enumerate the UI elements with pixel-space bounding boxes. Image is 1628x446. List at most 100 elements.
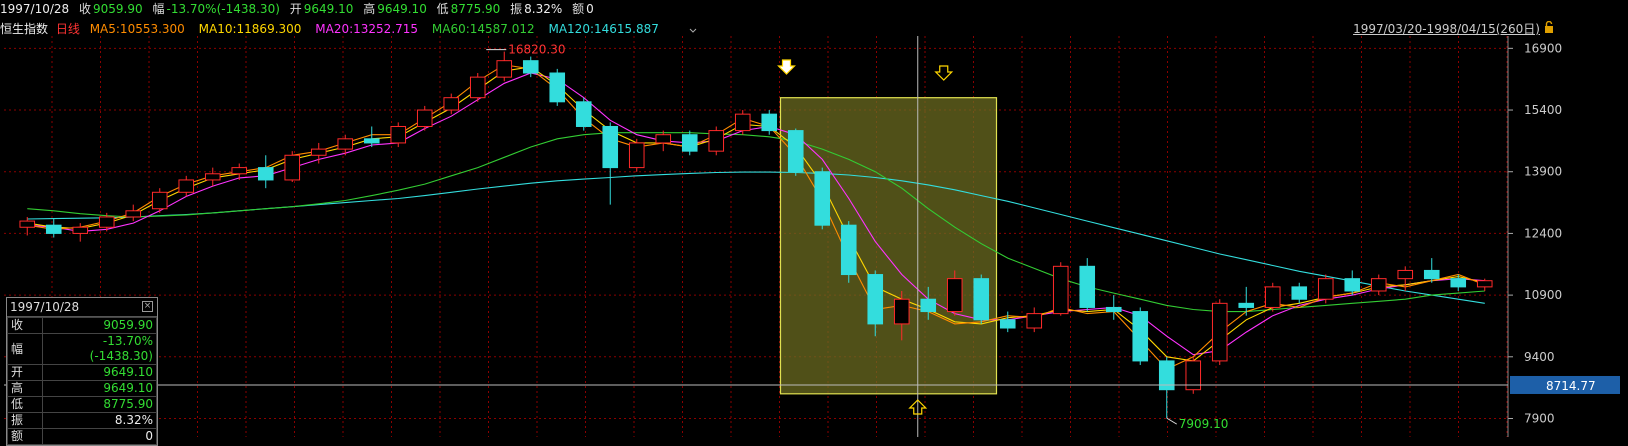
min-pointer [1166,417,1178,425]
candle-body [443,97,460,111]
info-row: 低 8775.90 [7,396,157,413]
info-value: 9649.10 [42,364,157,381]
info-row: 高 9649.10 [7,380,157,397]
date-range-link[interactable]: 1997/03/20-1998/04/15(260日) [1353,22,1540,36]
ma-line-ma5 [27,64,1485,370]
candle-body [1185,360,1202,391]
ma120-label: MA120:14615.887 [548,22,659,36]
y-tick-label: 13900 [1524,165,1562,179]
arrow-up-icon-shape [908,399,928,415]
grid-layer: 16900 15400 13900 12400 10900 9400 7900 [4,36,1562,437]
candle-body [310,148,327,156]
candle-body [1158,360,1175,391]
info-key: 幅 [7,333,43,365]
close-value: 9059.90 [93,2,143,16]
lock-icon[interactable] [1544,21,1554,33]
candle-body [337,138,354,150]
candle-body [1291,286,1308,300]
ma10-label: MA10:11869.300 [198,22,302,36]
candle-body [602,125,619,169]
low-label: 低 [436,2,449,16]
y-tick-label: 7900 [1524,411,1555,425]
candle-body [72,226,89,234]
info-row: 振 8.32% [7,412,157,429]
info-row: 幅 -13.70%(-1438.30) [7,333,157,365]
candlestick-chart[interactable]: 16900 15400 13900 12400 10900 9400 7900 8714.77… [0,0,1628,437]
amplitude-label: 振 [510,2,523,16]
candle-body [1370,278,1387,292]
info-key: 开 [7,364,43,381]
open-label: 开 [289,2,302,16]
candle-body [655,134,672,144]
chevron-down-icon [689,28,697,33]
candle-body [1052,265,1069,315]
amount-label: 额 [572,2,585,16]
arrow-up-icon [908,399,928,415]
y-tick-label: 15400 [1524,103,1562,117]
candle-body [1317,278,1334,300]
y-tick-label: 16900 [1524,41,1562,55]
candle-body [363,138,380,144]
info-panel-header: 1997/10/28 × [7,298,157,317]
candle-body [1450,278,1467,288]
info-panel-date: 1997/10/28 [10,300,80,314]
quote-summary-bar: 1997/10/28 收 9059.90 幅 -13.70%(-1438.30) 开… [0,0,1628,18]
candle-body [390,125,407,144]
candle-body [761,113,778,132]
low-value: 8775.90 [450,2,501,16]
selection-highlight [779,97,998,395]
candle-body [1423,269,1440,280]
info-key: 高 [7,380,43,397]
candle-body [1105,306,1122,313]
candle-body [814,171,831,226]
candle-body [151,191,168,210]
candle-body [98,216,115,228]
change-value: -13.70%(-1438.30) [166,2,280,16]
candle-body [973,278,990,321]
arrow-down-icon [934,65,954,81]
arrow-down-icon-shape [934,65,954,81]
info-key: 收 [7,317,43,334]
candle-body [257,167,274,181]
candle-body [496,60,513,78]
candle-body [1397,269,1414,280]
candle-body [1238,302,1255,308]
candle-body [1211,302,1228,362]
candle-body [416,109,433,127]
candle-body [628,142,645,169]
candle-body [840,224,857,276]
candle-body [920,298,937,313]
info-value: -13.70%(-1438.30) [42,333,157,365]
open-value: 9649.10 [303,2,354,16]
info-value: 9649.10 [42,380,157,397]
y-tick-label: 10900 [1524,288,1562,302]
candle-body [1264,286,1281,308]
info-key: 低 [7,396,43,413]
candle-body [787,130,804,173]
candle-body [1132,311,1149,362]
candle-body [867,274,884,325]
candle-body [708,130,725,152]
info-value: 8775.90 [42,396,157,413]
y-tick-label: 12400 [1524,226,1562,240]
close-icon[interactable]: × [142,301,153,312]
candle-body [204,173,221,181]
candle-body [522,60,539,74]
indicator-bar: 恒生指数 日线 MA5:10553.300 MA10:11869.300 MA2… [0,20,1540,38]
candle-body [1476,280,1493,288]
candle-body [1026,313,1043,329]
ma5-label: MA5:10553.300 [89,22,185,36]
arrow-down-filled-icon [777,59,796,75]
info-row: 收 9059.90 [7,317,157,334]
min-label: 7909.10 [1179,417,1229,431]
period-label[interactable]: 日线 [55,22,80,36]
crosshair-price-tag [1510,375,1620,394]
candle-body [681,134,698,152]
candle-body [734,113,751,132]
close-label: 收 [79,2,92,16]
arrow-down-filled-icon-shape [777,59,796,75]
candle-body [999,319,1016,329]
high-label: 高 [363,2,376,16]
ma-line-ma60 [27,132,1485,313]
candle-body [284,154,301,181]
